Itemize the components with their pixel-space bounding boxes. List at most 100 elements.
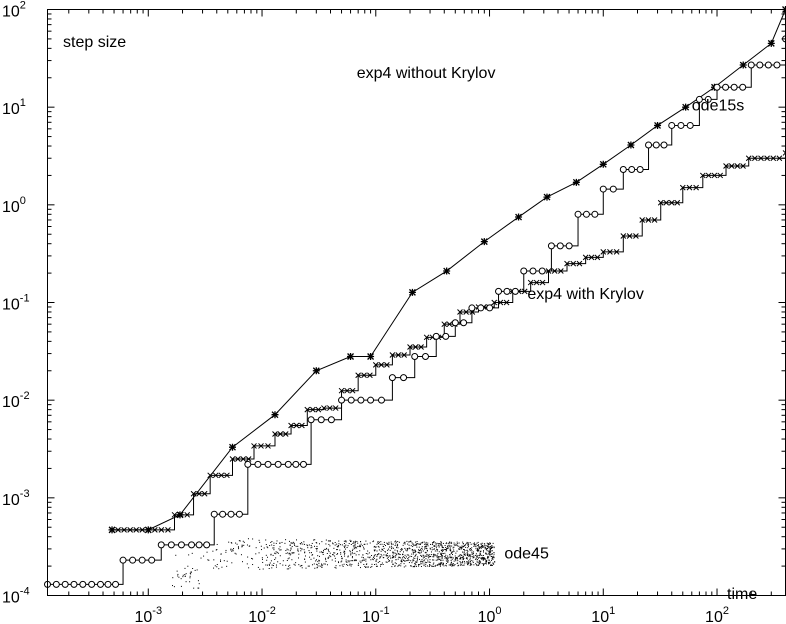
ode45-point: [404, 560, 406, 562]
ode45-point: [287, 549, 289, 551]
ode45-point: [440, 541, 442, 543]
y-tick-label: 100: [2, 195, 26, 216]
ode45-point: [447, 555, 449, 557]
ode45-point: [436, 548, 438, 550]
ode45-point: [187, 565, 189, 567]
annotation-ode45: ode45: [504, 545, 549, 562]
marker-ode15s: [609, 185, 617, 193]
ode45-point: [445, 554, 447, 556]
ode45-point: [492, 556, 494, 558]
marker-exp4-with-krylov: [265, 443, 271, 449]
marker-exp4-with-krylov: [299, 422, 305, 429]
ode45-point: [326, 552, 328, 554]
ode45-point: [463, 545, 465, 547]
ode45-point: [368, 552, 370, 554]
ode45-point: [480, 550, 482, 552]
ode45-point: [182, 574, 184, 576]
ode45-point: [489, 561, 491, 563]
ode45-point: [341, 560, 343, 562]
ode45-point: [444, 544, 446, 546]
ode45-point: [271, 541, 273, 543]
ode45-point: [489, 551, 491, 553]
ode45-point: [318, 565, 320, 567]
ode45-point: [274, 558, 276, 560]
ode45-point: [396, 550, 398, 552]
ode45-point: [473, 556, 475, 558]
marker-exp4-with-krylov: [139, 527, 146, 533]
ode45-point: [484, 545, 486, 547]
marker-exp4-with-krylov: [728, 163, 735, 169]
ode45-point: [432, 556, 434, 558]
ode45-point: [372, 556, 374, 558]
ode45-point: [445, 564, 447, 566]
ode45-point: [339, 565, 341, 567]
ode45-point: [350, 554, 352, 556]
ode45-point: [262, 568, 264, 570]
ode45-point: [440, 543, 442, 545]
ode45-point: [360, 543, 362, 545]
ode45-point: [491, 547, 493, 549]
marker-exp4-without-krylov: [599, 160, 607, 168]
ode45-point: [478, 560, 480, 562]
marker-exp4-with-krylov: [527, 279, 534, 286]
ode45-point: [433, 553, 435, 555]
ode45-point: [185, 573, 187, 575]
ode45-point: [372, 559, 374, 561]
ode45-point: [401, 557, 403, 559]
ode45-point: [435, 555, 437, 557]
ode45-point: [449, 545, 451, 547]
ode45-point: [458, 545, 460, 547]
marker-exp4-with-krylov: [545, 268, 552, 274]
ode45-point: [481, 542, 483, 544]
ode45-point: [483, 551, 485, 553]
marker-exp4-with-krylov: [224, 472, 230, 479]
ode45-point: [412, 559, 414, 561]
ode45-point: [341, 564, 343, 566]
ode45-point: [362, 557, 364, 559]
ode45-point: [375, 559, 377, 561]
ode45-point: [175, 554, 177, 556]
marker-exp4-with-krylov: [401, 352, 407, 358]
ode45-point: [197, 587, 199, 589]
ode45-point: [475, 554, 477, 556]
ode45-point: [442, 547, 444, 549]
ode45-point: [428, 561, 430, 563]
ode45-point: [465, 557, 467, 559]
ode45-point: [386, 555, 388, 557]
ode45-point: [311, 546, 313, 548]
ode45-point: [345, 559, 347, 561]
marker-ode15s: [599, 185, 607, 193]
ode45-point: [487, 559, 489, 561]
ode45-point: [436, 545, 438, 547]
ode45-point: [433, 541, 435, 543]
ode45-point: [483, 543, 485, 545]
y-tick-label-exponent: 0: [20, 195, 26, 207]
ode45-point: [439, 544, 441, 546]
ode45-point: [395, 553, 397, 555]
ode45-point: [273, 545, 275, 547]
ode45-point: [433, 541, 435, 543]
ode45-point: [265, 554, 267, 556]
ode45-point: [466, 542, 468, 544]
ode45-point: [295, 545, 297, 547]
ode45-point: [450, 563, 452, 565]
ode45-point: [475, 557, 477, 559]
ode45-point: [374, 545, 376, 547]
ode45-point: [406, 550, 408, 552]
ode45-point: [289, 567, 291, 569]
ode45-point: [366, 563, 368, 565]
ode45-point: [485, 563, 487, 565]
ode45-point: [378, 549, 380, 551]
ode45-point: [298, 564, 300, 566]
ode45-point: [489, 554, 491, 556]
ode45-point: [374, 554, 376, 556]
ode45-point: [411, 542, 413, 544]
ode45-point: [426, 548, 428, 550]
ode45-point: [414, 555, 416, 557]
x-tick-label: 10-2: [248, 605, 276, 624]
ode45-point: [298, 553, 300, 555]
ode45-point: [465, 543, 467, 545]
marker-ode15s: [188, 541, 196, 549]
ode45-point: [420, 554, 422, 556]
ode45-point: [399, 551, 401, 553]
